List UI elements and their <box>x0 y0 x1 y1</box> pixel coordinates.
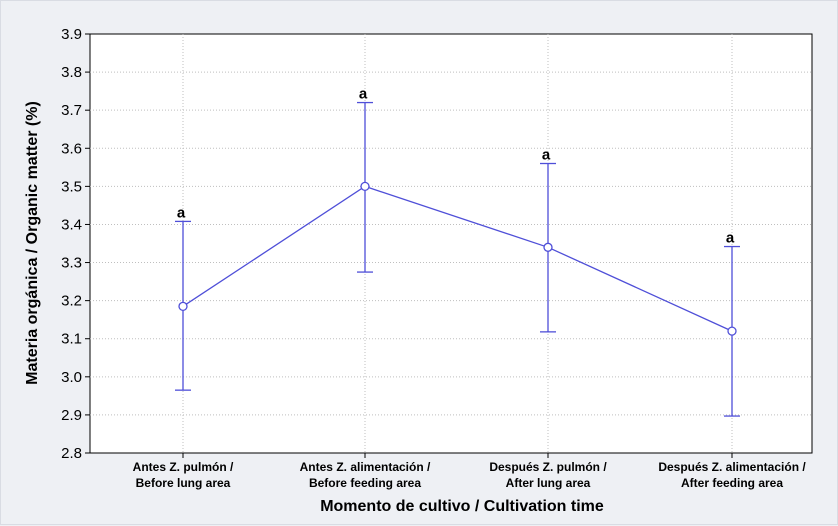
x-tick-label: Antes Z. alimentación / <box>300 460 431 474</box>
group-label: a <box>177 204 186 221</box>
y-tick-label: 3.8 <box>61 64 82 81</box>
x-axis-label: Momento de cultivo / Cultivation time <box>320 498 604 515</box>
x-tick-label: Antes Z. pulmón / <box>133 460 234 474</box>
x-axis-ticks: Antes Z. pulmón / Before lung area Antes Z… <box>133 453 806 490</box>
group-label: a <box>726 230 735 247</box>
group-label: a <box>542 147 551 164</box>
y-tick-label: 3.9 <box>61 26 82 43</box>
x-tick-label: After feeding area <box>681 476 783 490</box>
data-point <box>543 242 553 252</box>
y-tick-label: 3.1 <box>61 331 82 348</box>
y-axis-label: Materia orgánica / Organic matter (%) <box>24 101 41 385</box>
x-tick-label: Before lung area <box>136 476 231 490</box>
series: a a a a <box>175 86 740 417</box>
y-tick-label: 2.8 <box>61 445 82 462</box>
data-point <box>360 181 370 192</box>
plot-area <box>89 33 813 454</box>
group-label: a <box>359 86 368 103</box>
grid <box>90 34 812 453</box>
y-tick-label: 3.2 <box>61 293 82 310</box>
x-tick-label: Before feeding area <box>309 476 421 490</box>
data-point <box>727 326 737 336</box>
x-tick-label: Después Z. pulmón / <box>489 460 607 474</box>
x-tick-label: After lung area <box>506 476 591 490</box>
y-tick-label: 3.4 <box>61 216 82 233</box>
y-tick-label: 2.9 <box>61 407 82 424</box>
y-tick-label: 3.0 <box>61 369 82 386</box>
y-tick-label: 3.5 <box>61 178 82 195</box>
y-tick-label: 3.7 <box>61 102 82 119</box>
data-point <box>178 301 188 312</box>
series-line <box>182 185 733 332</box>
x-tick-label: Después Z. alimentación / <box>658 460 806 474</box>
y-tick-label: 3.6 <box>61 140 82 157</box>
y-tick-label: 3.3 <box>61 255 82 272</box>
y-axis-ticks: 2.8 2.9 3.0 3.1 3.2 3.3 3.4 3.5 3.6 3.7 3.8 3.9 <box>61 26 90 462</box>
